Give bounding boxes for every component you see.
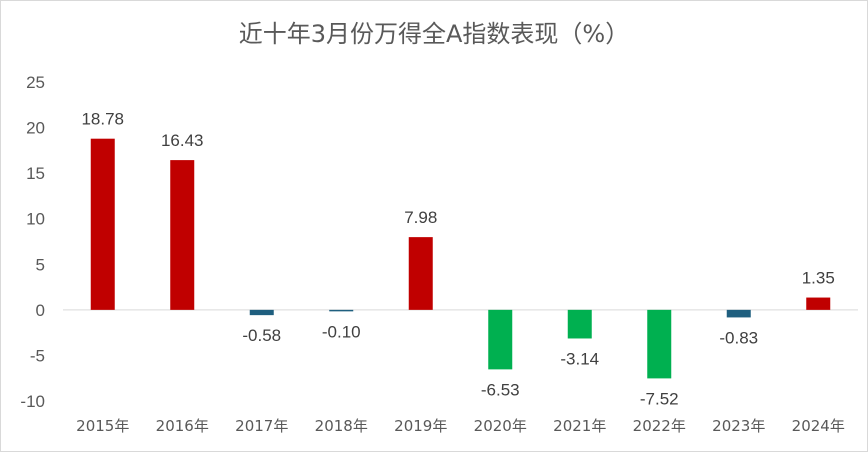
data-label: 18.78: [81, 110, 124, 129]
chart-title: 近十年3月份万得全A指数表现（%）: [238, 20, 630, 48]
bar-2022年: [647, 309, 672, 379]
y-tick-label: 0: [36, 301, 45, 320]
data-label: -0.10: [322, 322, 361, 341]
bars: [90, 138, 831, 379]
x-tick-label: 2023年: [712, 417, 765, 435]
y-tick-label: -10: [20, 392, 45, 411]
bar-2015年: [90, 138, 115, 310]
x-tick-label: 2020年: [474, 417, 527, 435]
x-tick-label: 2018年: [315, 417, 368, 435]
y-tick-label: -5: [30, 346, 45, 365]
data-label: -7.52: [640, 389, 679, 408]
y-tick-label: 15: [26, 164, 45, 183]
y-tick-label: 20: [26, 119, 45, 138]
bar-2016年: [170, 160, 195, 310]
data-label: 16.43: [161, 131, 204, 150]
x-axis: 2015年 2016年 2017年 2018年 2019年 2020年 2021年 2022年…: [76, 417, 845, 435]
data-label: -0.58: [242, 326, 281, 345]
x-tick-label: 2019年: [394, 417, 447, 435]
data-labels: 18.78 16.43 -0.58 -0.10 7.98 -6.53 -3.14 -7.52 -…: [81, 110, 834, 409]
x-tick-label: 2017年: [235, 417, 288, 435]
y-tick-label: 10: [26, 210, 45, 229]
data-label: -0.83: [719, 328, 758, 347]
bar-2018年: [329, 309, 354, 312]
x-tick-label: 2021年: [553, 417, 606, 435]
x-tick-label: 2022年: [633, 417, 686, 435]
x-tick-label: 2016年: [156, 417, 209, 435]
bar-2020年: [488, 309, 513, 370]
bar-2021年: [567, 309, 592, 339]
x-tick-label: 2015年: [76, 417, 129, 435]
bar-2019年: [408, 237, 433, 310]
bar-2023年: [726, 309, 751, 318]
data-label: 7.98: [404, 208, 437, 227]
bar-2024年: [806, 297, 831, 310]
y-tick-label: 5: [36, 255, 45, 274]
data-label: 1.35: [802, 269, 835, 288]
bar-2017年: [249, 309, 274, 316]
x-tick-label: 2024年: [792, 417, 845, 435]
y-axis: 25 20 15 10 5 0 -5 -10: [20, 73, 45, 411]
data-label: -6.53: [481, 380, 520, 399]
y-tick-label: 25: [26, 73, 45, 92]
data-label: -3.14: [560, 349, 599, 368]
